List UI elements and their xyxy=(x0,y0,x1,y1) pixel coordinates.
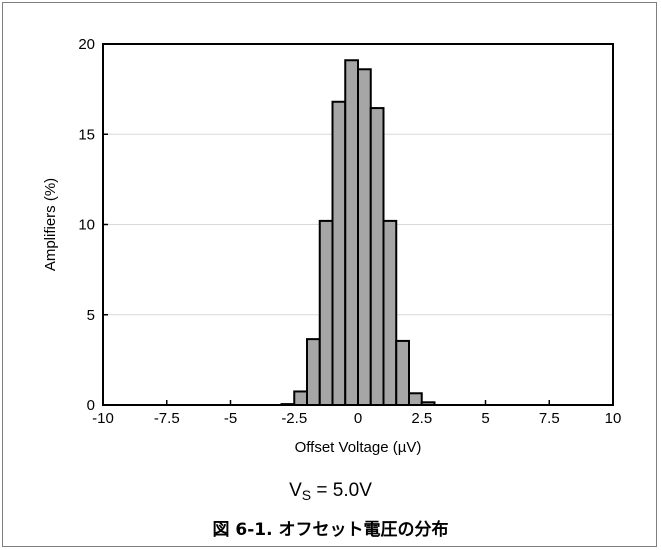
y-tick-label: 10 xyxy=(78,217,95,234)
y-axis-label: Amplifiers (%) xyxy=(42,178,59,271)
figure-caption: 図 6-1. オフセット電圧の分布 xyxy=(212,520,449,540)
histogram-bars xyxy=(280,59,436,407)
x-tick-label: 0 xyxy=(354,410,362,427)
x-tick-label: -7.5 xyxy=(154,410,180,427)
x-tick-label: 5 xyxy=(481,410,489,427)
x-tick-label: -10 xyxy=(92,410,114,427)
histogram-bar xyxy=(369,107,385,406)
histogram-bar xyxy=(395,339,410,406)
x-tick-label: -2.5 xyxy=(281,410,307,427)
histogram-bar xyxy=(331,100,347,406)
x-tick-label: 10 xyxy=(605,410,622,427)
condition-subscript: S xyxy=(301,487,312,503)
y-tick-label: 20 xyxy=(78,36,95,53)
y-axis-ticks: 0 5 10 15 20 xyxy=(78,36,108,414)
histogram-bar xyxy=(357,68,372,407)
histogram-bar xyxy=(408,392,423,406)
histogram-bar xyxy=(318,219,334,406)
plot-area-border xyxy=(102,43,614,406)
y-tick-label: 5 xyxy=(87,307,95,324)
histogram-bar xyxy=(293,390,308,406)
y-tick-label: 0 xyxy=(87,397,95,414)
histogram-bar xyxy=(344,59,359,407)
histogram-bar xyxy=(382,219,398,406)
test-condition: VS = 5.0V xyxy=(0,480,661,503)
condition-value: = 5.0V xyxy=(311,480,372,501)
y-tick-label: 15 xyxy=(78,126,95,143)
x-tick-label: 2.5 xyxy=(411,410,432,427)
condition-symbol: V xyxy=(289,480,302,501)
x-axis-label: Offset Voltage (µV) xyxy=(295,439,422,456)
x-tick-label: -5 xyxy=(224,410,237,427)
x-tick-label: 7.5 xyxy=(539,410,560,427)
histogram-bar xyxy=(306,338,321,406)
histogram-chart: -10 -7.5 -5 -2.5 0 2.5 5 7.5 10 0 5 10 15 20 Offset … xyxy=(42,36,622,456)
